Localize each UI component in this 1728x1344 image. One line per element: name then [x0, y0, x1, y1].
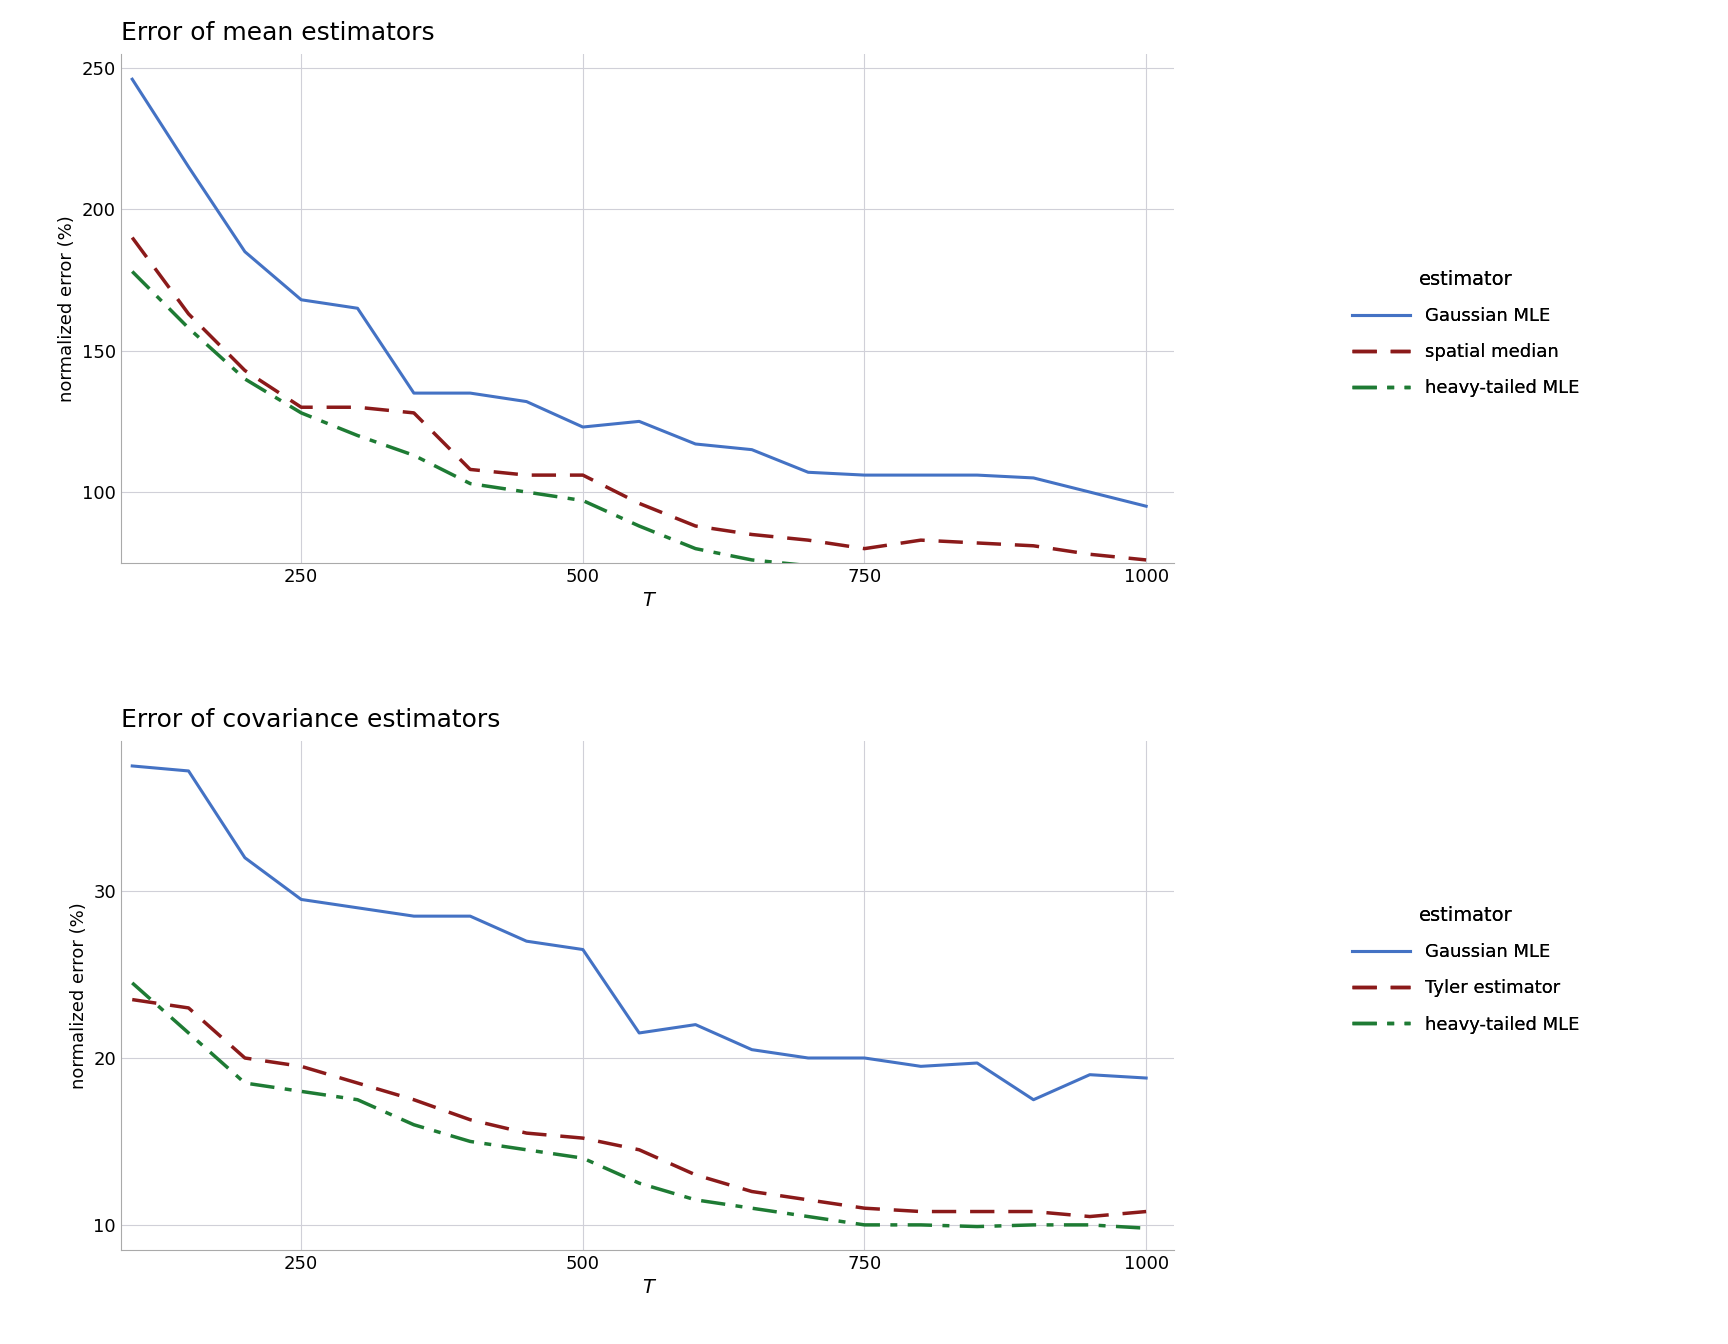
Text: Error of mean estimators: Error of mean estimators: [121, 22, 434, 44]
Y-axis label: normalized error (%): normalized error (%): [69, 902, 88, 1089]
X-axis label: T: T: [641, 591, 653, 610]
X-axis label: T: T: [641, 1278, 653, 1297]
Legend: Gaussian MLE, Tyler estimator, heavy-tailed MLE: Gaussian MLE, Tyler estimator, heavy-tai…: [1344, 899, 1586, 1040]
Legend: Gaussian MLE, spatial median, heavy-tailed MLE: Gaussian MLE, spatial median, heavy-tail…: [1344, 263, 1586, 405]
Y-axis label: normalized error (%): normalized error (%): [59, 215, 76, 402]
Text: Error of covariance estimators: Error of covariance estimators: [121, 708, 501, 732]
